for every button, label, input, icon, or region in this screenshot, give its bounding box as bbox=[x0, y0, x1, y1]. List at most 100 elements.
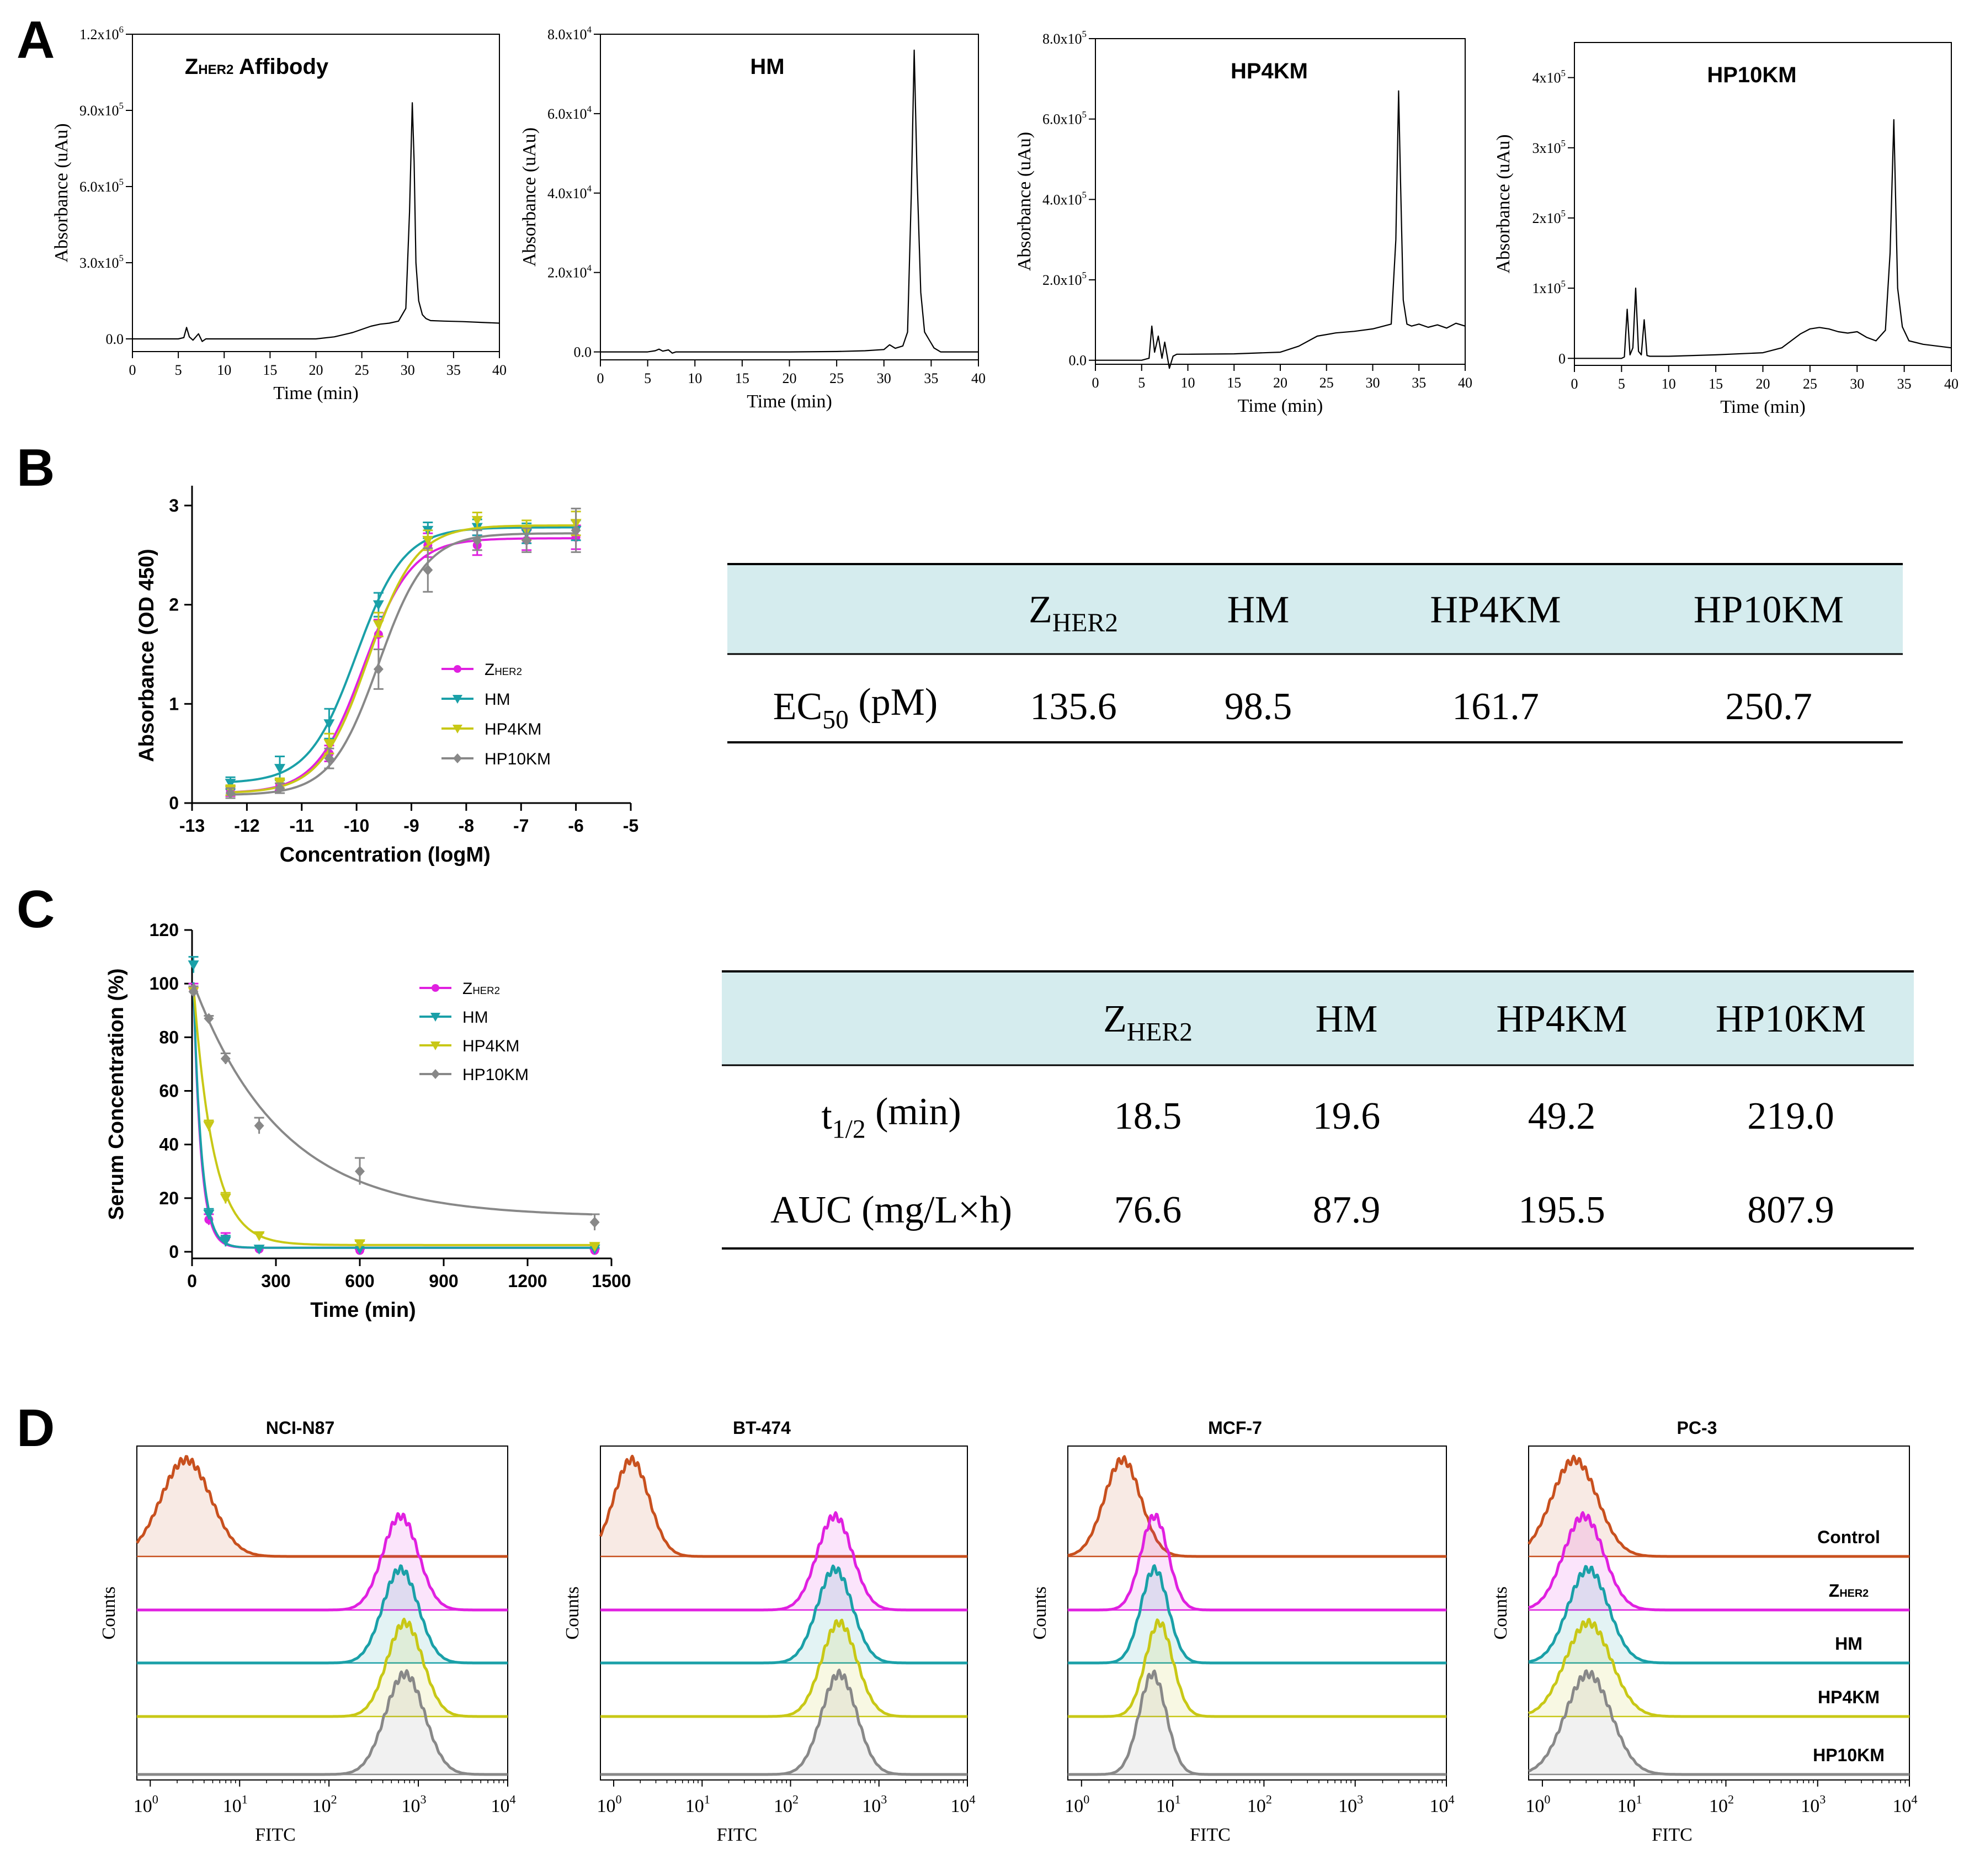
histogram-fill bbox=[137, 1565, 508, 1663]
data-point bbox=[188, 960, 199, 971]
histogram-trace bbox=[600, 1564, 968, 1665]
table-cell: 807.9 bbox=[1747, 1189, 1834, 1231]
x-tick-label: 1500 bbox=[592, 1271, 631, 1291]
table-cell: 219.0 bbox=[1747, 1095, 1834, 1138]
histogram-trace bbox=[136, 1618, 508, 1718]
histogram-fill bbox=[137, 1456, 508, 1556]
data-point bbox=[571, 524, 581, 536]
data-point bbox=[323, 719, 335, 730]
x-tick-label: 5 bbox=[1138, 375, 1145, 391]
x-tick-label: 101 bbox=[1156, 1793, 1181, 1816]
row-label: Control bbox=[1817, 1527, 1880, 1547]
data-point bbox=[274, 764, 285, 774]
x-tick-label: 102 bbox=[774, 1793, 799, 1816]
chromatogram-4: 0 5 10 15 20 25 30 35 40 0 1x105 2x105 3x105 4x105 Tim… bbox=[1493, 42, 1959, 417]
x-tick-label: 1200 bbox=[508, 1271, 547, 1291]
data-point bbox=[430, 1041, 440, 1050]
y-tick-label: 3.0x105 bbox=[79, 253, 124, 271]
chromatogram-2: 0 5 10 15 20 25 30 35 40 0.0 2.0x104 4.0x104 6.0x104… bbox=[519, 24, 986, 412]
data-point bbox=[453, 725, 462, 734]
table: ZHER2 HM HP4KM HP10KM t1/2 (min) 18.5 19.6 49.2… bbox=[722, 970, 1914, 1250]
series-zher2: ZHER2 bbox=[188, 980, 600, 1255]
y-axis-label: Counts bbox=[562, 1586, 583, 1639]
panel-b-binding-curve: -13 -12 -11 -10 -9 -8 -7 -6 -5 0 1 2 3 Concentration … bbox=[135, 486, 638, 867]
x-tick-label: 100 bbox=[134, 1793, 158, 1816]
x-tick-label: 35 bbox=[1897, 376, 1912, 392]
plot-frame bbox=[1528, 1445, 1910, 1781]
chromatogram-trace bbox=[132, 102, 500, 342]
x-tick-label: 102 bbox=[312, 1793, 337, 1816]
fit-curve bbox=[230, 532, 576, 796]
table-cell: 98.5 bbox=[1225, 685, 1292, 728]
plot-frame bbox=[600, 1445, 968, 1781]
x-tick-label: 15 bbox=[1227, 375, 1241, 391]
table-cell: 135.6 bbox=[1030, 685, 1117, 728]
data-point bbox=[372, 620, 384, 630]
y-axis-label: Absorbance (uAu) bbox=[1014, 132, 1035, 271]
y-tick-label: 4.0x105 bbox=[1042, 190, 1087, 208]
y-tick-label: 3x105 bbox=[1532, 138, 1566, 156]
x-tick-label: 40 bbox=[1944, 376, 1959, 392]
y-axis-label: Counts bbox=[99, 1586, 119, 1639]
x-axis-label: Time (min) bbox=[310, 1299, 416, 1322]
histogram-fill bbox=[1529, 1512, 1909, 1610]
data-point bbox=[355, 1166, 365, 1177]
x-tick-label: -8 bbox=[459, 816, 474, 836]
y-axis-label: Counts bbox=[1491, 1586, 1511, 1639]
table-cell: 195.5 bbox=[1518, 1189, 1605, 1231]
x-tick-label: 35 bbox=[924, 370, 938, 386]
x-tick-label: -7 bbox=[513, 816, 529, 836]
x-tick-label: 10 bbox=[217, 362, 231, 378]
y-tick-label: 2x105 bbox=[1532, 208, 1566, 226]
legend-label: HP10KM bbox=[485, 750, 551, 768]
x-tick-label: 0 bbox=[129, 362, 136, 378]
table-cell: 76.6 bbox=[1114, 1189, 1182, 1231]
histogram-title: MCF-7 bbox=[1208, 1418, 1262, 1438]
data-point bbox=[471, 515, 483, 526]
x-tick-label: 40 bbox=[1458, 375, 1472, 391]
x-tick-label: 0 bbox=[187, 1271, 197, 1291]
y-tick-label: 20 bbox=[159, 1188, 179, 1208]
x-tick-label: 5 bbox=[644, 370, 651, 386]
x-tick-label: 104 bbox=[950, 1793, 975, 1816]
x-tick-label: -12 bbox=[234, 816, 259, 836]
x-tick-label: 100 bbox=[1525, 1793, 1550, 1816]
x-tick-label: 10 bbox=[1662, 376, 1676, 392]
fit-curve bbox=[230, 524, 576, 794]
x-tick-label: 104 bbox=[491, 1793, 515, 1816]
series-hm: HM bbox=[225, 518, 582, 790]
table-header-cell: HM bbox=[1316, 998, 1378, 1040]
y-tick-label: 8.0x105 bbox=[1042, 29, 1087, 47]
legend-label: HP4KM bbox=[462, 1037, 519, 1055]
y-tick-label: 60 bbox=[159, 1081, 179, 1101]
legend-label: HM bbox=[485, 690, 510, 709]
chromatogram-1: 0 5 10 15 20 25 30 35 40 0.0 3.0x105 6.0x105 9.0x105… bbox=[51, 24, 507, 403]
x-tick-label: -13 bbox=[179, 816, 205, 836]
data-point bbox=[354, 1239, 365, 1250]
table-header-cell: HP10KM bbox=[1716, 998, 1866, 1040]
x-tick-label: 600 bbox=[345, 1271, 374, 1291]
x-tick-label: 40 bbox=[971, 370, 986, 386]
histogram-fill bbox=[137, 1619, 508, 1716]
row-label: HP4KM bbox=[1818, 1687, 1880, 1707]
x-tick-label: 103 bbox=[1801, 1793, 1826, 1816]
legend-label: HM bbox=[462, 1008, 488, 1027]
y-tick-label: 2.0x105 bbox=[1042, 270, 1087, 288]
histogram-trace bbox=[136, 1564, 508, 1665]
y-tick-label: 2 bbox=[169, 595, 179, 615]
x-tick-label: 0 bbox=[597, 370, 604, 386]
chromatogram-trace bbox=[1574, 119, 1952, 359]
chart-title: HP4KM bbox=[1231, 59, 1308, 83]
x-tick-label: 40 bbox=[492, 362, 507, 378]
x-tick-label: 103 bbox=[1338, 1793, 1363, 1816]
data-point bbox=[203, 1121, 215, 1131]
x-axis-label: Time (min) bbox=[1720, 397, 1806, 417]
y-tick-label: 9.0x105 bbox=[79, 100, 124, 119]
x-tick-label: 25 bbox=[1319, 375, 1334, 391]
data-point bbox=[204, 1013, 214, 1024]
x-axis-label: FITC bbox=[717, 1825, 758, 1845]
y-tick-label: 120 bbox=[150, 920, 179, 940]
x-tick-label: 103 bbox=[862, 1793, 887, 1816]
histogram-fill bbox=[600, 1456, 967, 1556]
plot-frame bbox=[600, 34, 979, 360]
